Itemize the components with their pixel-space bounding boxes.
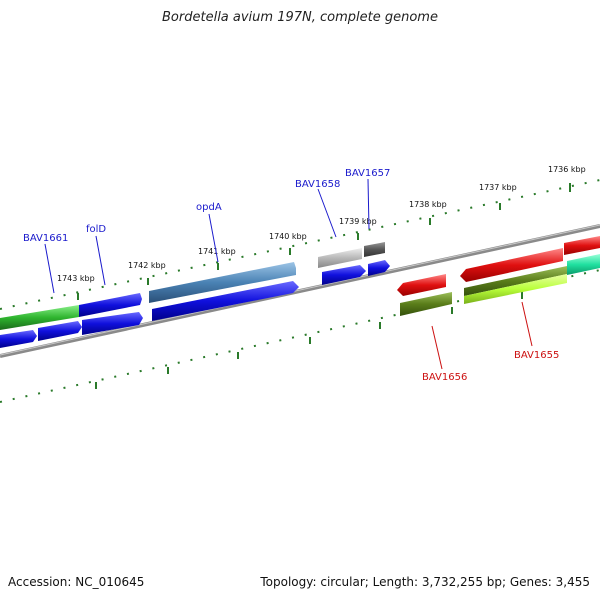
gene-bav1656-olive[interactable]: [400, 292, 452, 316]
gene-label-bav1657: BAV1657: [345, 168, 390, 179]
tick-label-1739: 1739 kbp: [339, 217, 377, 226]
accession-text: Accession: NC_010645: [8, 575, 145, 589]
gene-red-forward-right[interactable]: [564, 236, 600, 255]
major-ticks: [77, 183, 571, 389]
gene-green-forward[interactable]: [0, 305, 79, 330]
gene-blue-small-2[interactable]: [38, 321, 82, 341]
gene-label-bav1655: BAV1655: [514, 350, 559, 361]
gene-bav1661-arrow[interactable]: [79, 293, 142, 317]
gene-teal-right[interactable]: [567, 254, 600, 275]
gene-label-fold: folD: [86, 224, 106, 235]
genome-summary-text: Topology: circular; Length: 3,732,255 bp…: [260, 575, 590, 589]
gene-label-bav1661: BAV1661: [23, 233, 68, 244]
forward-outer-row: [0, 236, 600, 330]
gene-bav1655-lime[interactable]: [464, 274, 567, 304]
genome-backbone: [0, 224, 600, 358]
gene-blue-small-1[interactable]: [0, 330, 37, 348]
tick-label-1743: 1743 kbp: [57, 274, 95, 283]
gene-bav1655-olive[interactable]: [464, 266, 567, 296]
tick-label-1742: 1742 kbp: [128, 261, 166, 270]
reverse-rows: [397, 248, 600, 316]
gene-fold-arrow[interactable]: [82, 312, 143, 335]
genome-backbone-highlight: [0, 224, 600, 356]
tick-label-1740: 1740 kbp: [269, 232, 307, 241]
tick-label-1738: 1738 kbp: [409, 200, 447, 209]
gene-opda-steel[interactable]: [149, 262, 296, 303]
gene-bav1657-darkgray[interactable]: [364, 242, 385, 257]
tick-label-1737: 1737 kbp: [479, 183, 517, 192]
gene-bav1658-lightgray[interactable]: [318, 248, 362, 268]
map-title: Bordetella avium 197N, complete genome: [162, 10, 438, 25]
gene-opda-arrow[interactable]: [152, 281, 299, 321]
tick-label-1741: 1741 kbp: [198, 247, 236, 256]
gene-bav1656-red[interactable]: [397, 274, 446, 296]
gene-label-bav1656: BAV1656: [422, 372, 467, 383]
forward-inner-row: [0, 260, 390, 348]
gene-bav1658-arrow[interactable]: [322, 265, 366, 285]
gene-bav1655-red[interactable]: [460, 248, 563, 282]
tick-label-1736: 1736 kbp: [548, 165, 586, 174]
gene-label-opda: opdA: [196, 202, 222, 213]
gene-bav1657-arrow[interactable]: [368, 260, 390, 276]
gene-label-bav1658: BAV1658: [295, 179, 340, 190]
